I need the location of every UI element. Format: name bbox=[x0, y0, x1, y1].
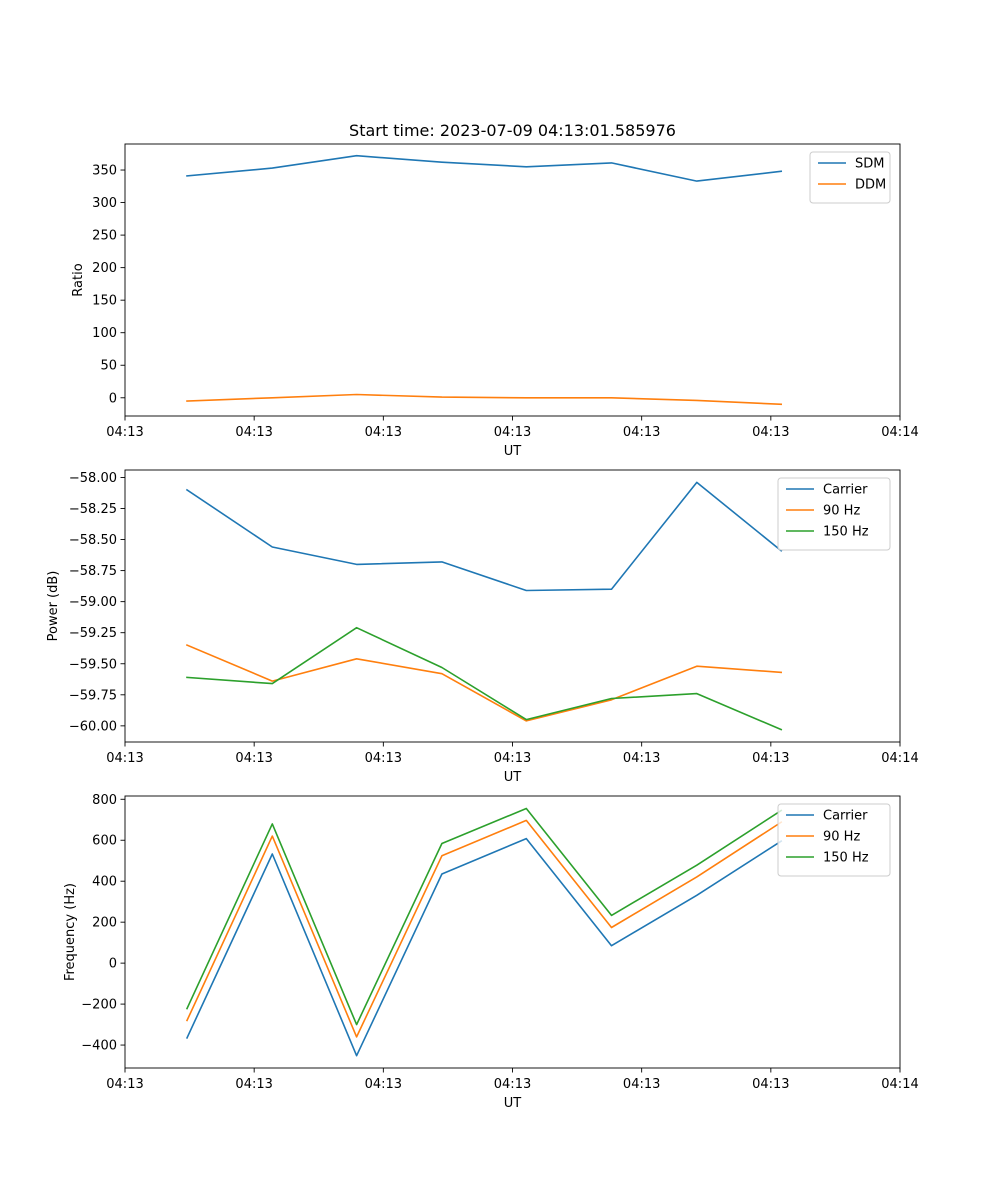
series-line-90-hz bbox=[185, 644, 783, 722]
x-axis-label: UT bbox=[504, 1096, 522, 1111]
y-tick-label: 200 bbox=[92, 261, 117, 276]
x-tick-label: 04:14 bbox=[881, 425, 918, 440]
subplot-3: 04:13 04:13 04:13 04:13 04:13 04:13 04:14 −400 −… bbox=[63, 793, 919, 1111]
y-tick-label: −58.00 bbox=[69, 471, 117, 486]
subplots: 04:13 04:13 04:13 04:13 04:13 04:13 04:14 0 50 10… bbox=[46, 143, 919, 1111]
x-tick-label: 04:13 bbox=[235, 751, 272, 766]
y-tick-label: 350 bbox=[92, 164, 117, 179]
y-tick-label: 800 bbox=[92, 793, 117, 808]
x-tick-label: 04:13 bbox=[494, 751, 531, 766]
y-tick-label: 0 bbox=[109, 957, 117, 972]
legend-entry: Carrier bbox=[823, 483, 868, 498]
y-tick-label: 600 bbox=[92, 834, 117, 849]
y-tick-label: −58.75 bbox=[69, 564, 117, 579]
figure-title: Start time: 2023-07-09 04:13:01.585976 bbox=[349, 121, 676, 140]
x-tick-label: 04:13 bbox=[235, 425, 272, 440]
y-tick-label: −59.50 bbox=[69, 657, 117, 672]
series-line-carrier bbox=[185, 837, 783, 1057]
y-axis-label: Power (dB) bbox=[46, 571, 61, 642]
y-tick-label: −58.25 bbox=[69, 502, 117, 517]
legend-box bbox=[777, 803, 891, 877]
x-tick-label: 04:13 bbox=[494, 1077, 531, 1092]
x-tick-label: 04:13 bbox=[365, 425, 402, 440]
y-tick-label: 0 bbox=[109, 391, 117, 406]
x-tick-label: 04:13 bbox=[106, 425, 143, 440]
x-tick-label: 04:13 bbox=[106, 1077, 143, 1092]
subplot-2: 04:13 04:13 04:13 04:13 04:13 04:13 04:14 −60.0… bbox=[46, 469, 919, 785]
x-tick-label: 04:13 bbox=[235, 1077, 272, 1092]
y-axis-label: Ratio bbox=[71, 263, 86, 296]
y-tick-label: −58.50 bbox=[69, 533, 117, 548]
series-line-carrier bbox=[185, 481, 783, 592]
legend: Carrier 90 Hz 150 Hz bbox=[777, 477, 891, 551]
y-tick-label: 150 bbox=[92, 294, 117, 309]
x-axis-label: UT bbox=[504, 770, 522, 785]
legend: Carrier 90 Hz 150 Hz bbox=[777, 803, 891, 877]
legend-entry: DDM bbox=[855, 178, 886, 193]
series-line-sdm bbox=[186, 154, 783, 182]
y-tick-label: −59.00 bbox=[69, 595, 117, 610]
x-tick-label: 04:13 bbox=[623, 751, 660, 766]
x-tick-label: 04:14 bbox=[881, 751, 918, 766]
legend-entry: 90 Hz bbox=[823, 830, 860, 845]
series-line-90-hz bbox=[185, 819, 783, 1038]
legend-entry: 150 Hz bbox=[823, 525, 869, 540]
legend-entry: Carrier bbox=[823, 809, 868, 824]
y-tick-label: −400 bbox=[81, 1039, 117, 1054]
y-tick-label: 100 bbox=[92, 326, 117, 341]
y-tick-label: −200 bbox=[81, 998, 117, 1013]
x-tick-label: 04:13 bbox=[752, 751, 789, 766]
x-tick-label: 04:13 bbox=[752, 1077, 789, 1092]
series-line-150-hz bbox=[186, 626, 783, 731]
legend-entry: 150 Hz bbox=[823, 851, 869, 866]
x-axis-label: UT bbox=[504, 444, 522, 459]
subplot-1: 04:13 04:13 04:13 04:13 04:13 04:13 04:14 0 50 10… bbox=[71, 143, 919, 459]
x-tick-label: 04:13 bbox=[494, 425, 531, 440]
y-tick-label: 400 bbox=[92, 875, 117, 890]
y-tick-label: 250 bbox=[92, 229, 117, 244]
series-line-ddm bbox=[186, 393, 783, 406]
legend-entry: 90 Hz bbox=[823, 504, 860, 519]
x-tick-label: 04:13 bbox=[623, 425, 660, 440]
series-line-150-hz bbox=[185, 807, 783, 1026]
y-tick-label: 300 bbox=[92, 196, 117, 211]
x-tick-label: 04:13 bbox=[623, 1077, 660, 1092]
y-tick-label: 200 bbox=[92, 916, 117, 931]
y-tick-label: −60.00 bbox=[69, 719, 117, 734]
x-tick-label: 04:14 bbox=[881, 1077, 918, 1092]
y-axis-label: Frequency (Hz) bbox=[63, 883, 78, 981]
x-tick-label: 04:13 bbox=[752, 425, 789, 440]
y-tick-label: −59.75 bbox=[69, 688, 117, 703]
y-tick-label: 50 bbox=[100, 359, 117, 374]
x-tick-label: 04:13 bbox=[365, 751, 402, 766]
legend: SDM DDM bbox=[809, 151, 891, 204]
x-tick-label: 04:13 bbox=[106, 751, 143, 766]
legend-entry: SDM bbox=[855, 157, 884, 172]
y-tick-label: −59.25 bbox=[69, 626, 117, 641]
legend-box bbox=[777, 477, 891, 551]
legend-box bbox=[809, 151, 891, 204]
x-tick-label: 04:13 bbox=[365, 1077, 402, 1092]
